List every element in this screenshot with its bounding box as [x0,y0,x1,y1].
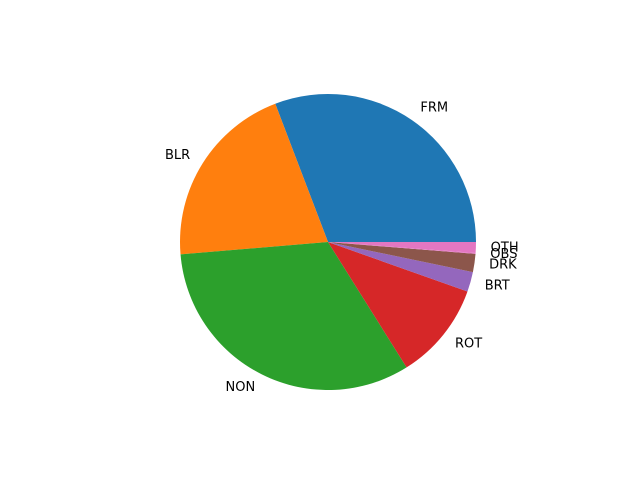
pie-label-brt: BRT [485,278,510,293]
pie-slices [180,94,476,390]
pie-slice-blr [180,103,328,255]
pie-slice-frm [275,94,476,243]
pie-label-frm: FRM [420,100,448,115]
pie-label-non: NON [226,380,256,395]
pie-label-rot: ROT [455,336,482,351]
pie-slice-non [180,242,407,390]
pie-slice-drk [328,242,476,273]
pie-label-blr: BLR [165,148,190,163]
pie-label-oth: OTH [491,241,519,256]
pie-label-obs: OBS [490,247,517,262]
pie-label-drk: DRK [489,258,517,273]
pie-slice-oth [328,242,476,254]
pie-slice-rot [328,242,468,368]
pie-slice-obs [328,242,476,254]
pie-slice-brt [328,242,473,292]
